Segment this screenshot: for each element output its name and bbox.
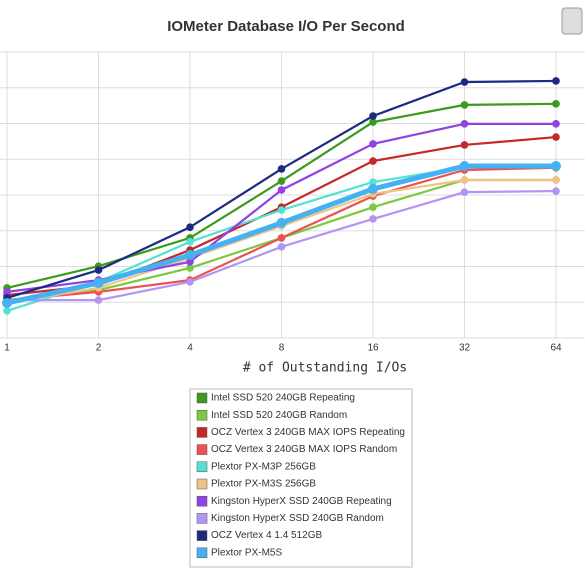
data-point [552,100,560,108]
legend-label: OCZ Vertex 3 240GB MAX IOPS Repeating [211,427,405,438]
logo [561,7,583,35]
legend-swatch [196,495,208,507]
data-point [3,288,11,296]
legend-swatch [196,444,208,455]
legend-swatch [196,478,208,490]
data-point [369,118,377,126]
legend-swatch [196,513,208,524]
data-point [552,187,560,195]
data-point [94,266,103,274]
data-point [277,243,286,251]
data-point [552,176,560,184]
legend-label: Kingston HyperX SSD 240GB Repeating [211,496,392,507]
x-tick-label: 16 [367,343,379,354]
legend-swatch [196,427,208,438]
data-point [459,161,470,172]
data-point [551,161,561,172]
data-point [460,101,469,109]
data-point [277,206,286,214]
data-point [186,258,194,266]
data-point [277,177,286,185]
x-tick-label: 64 [550,343,562,354]
data-point [2,297,12,308]
data-point [94,296,103,304]
data-point [276,217,287,228]
data-point [277,234,286,242]
legend-swatch [196,392,208,404]
legend-swatch [196,530,208,541]
data-point [460,188,469,196]
x-tick-label: 8 [279,343,285,354]
data-point [460,141,469,149]
legend-label: Plextor PX-M5S [211,547,282,558]
chart-title: IOMeter Database I/O Per Second [167,18,405,35]
data-point [186,278,194,286]
legend-label: OCZ Vertex 3 240GB MAX IOPS Random [211,444,397,455]
data-point [369,112,377,120]
legend-label: Plextor PX-M3P 256GB [211,461,316,472]
legend [189,388,413,568]
data-point [3,307,11,315]
data-point [552,77,560,85]
data-point [369,178,377,186]
data-point [368,183,378,194]
legend-swatch [196,409,208,421]
x-tick-label: 2 [96,343,102,354]
data-point [277,186,286,194]
legend-label: OCZ Vertex 4 1.4 512GB [211,530,322,541]
data-point [369,215,377,223]
x-axis-label: # of Outstanding I/Os [243,361,407,376]
data-point [186,223,194,231]
data-point [369,203,377,211]
legend-label: Intel SSD 520 240GB Repeating [211,393,355,404]
data-point [186,238,194,246]
data-point [369,140,377,148]
x-tick-label: 1 [4,343,10,354]
legend-label: Intel SSD 520 240GB Random [211,410,347,421]
legend-swatch [196,461,208,473]
data-point [369,157,377,165]
x-tick-label: 4 [187,343,193,354]
legend-label: Plextor PX-M3S 256GB [211,479,316,490]
data-point [460,120,469,128]
data-point [277,165,286,173]
data-point [552,120,560,128]
legend-swatch [196,547,208,559]
data-point [185,250,195,261]
legend-label: Kingston HyperX SSD 240GB Random [211,513,384,524]
data-point [460,78,469,86]
x-tick-label: 32 [459,343,471,354]
data-point [93,277,104,288]
data-point [460,176,469,184]
data-point [186,264,194,272]
data-point [552,133,560,141]
